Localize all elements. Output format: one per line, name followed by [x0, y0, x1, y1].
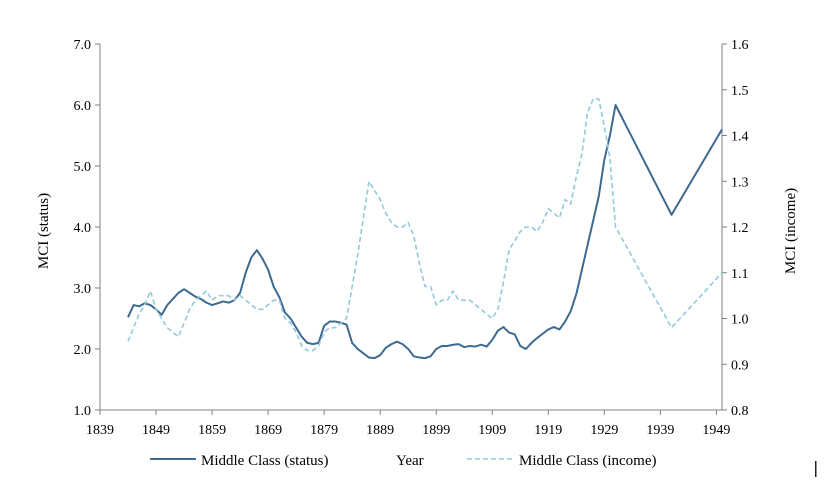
right-y-tick-label: 0.9: [731, 358, 749, 373]
right-y-tick-label: 1.2: [731, 221, 749, 236]
left-y-tick-label: 2.0: [74, 343, 92, 358]
left-y-tick-label: 3.0: [74, 282, 92, 297]
right-y-tick-label: 1.0: [731, 313, 749, 328]
tick-labels: 1839 1849 1859 1869 1879 1889 1899 1909 1919 1929…: [74, 38, 749, 438]
right-y-tick-label: 1.1: [731, 267, 749, 282]
series-line-status: [127, 104, 723, 360]
x-tick-label: 1849: [142, 423, 170, 438]
legend-label-income: Middle Class (income): [519, 453, 656, 469]
x-tick-label: 1869: [254, 423, 282, 438]
x-tick-label: 1889: [366, 423, 394, 438]
left-axis-title: MCI (status): [36, 193, 52, 269]
x-tick-label: 1859: [198, 423, 226, 438]
x-tick-label: 1919: [534, 423, 562, 438]
legend-label-year: Year: [396, 453, 424, 469]
right-axis-title: MCI (income): [783, 188, 799, 274]
series-lines: [127, 98, 723, 360]
left-y-tick-label: 7.0: [74, 38, 92, 53]
x-tick-label: 1909: [478, 423, 506, 438]
right-y-tick-label: 0.8: [731, 404, 749, 419]
right-y-tick-label: 1.5: [731, 84, 749, 99]
x-tick-label: 1879: [310, 423, 338, 438]
x-tick-label: 1899: [422, 423, 450, 438]
page-edge-mark: [815, 461, 817, 477]
series-line-income: [127, 98, 723, 352]
left-y-tick-label: 4.0: [74, 221, 92, 236]
x-tick-label: 1949: [702, 423, 730, 438]
legend: Middle Class (status) Year Middle Class …: [150, 453, 656, 469]
left-y-tick-label: 5.0: [74, 160, 92, 175]
left-y-tick-label: 6.0: [74, 99, 92, 114]
x-tick-label: 1939: [646, 423, 674, 438]
x-tick-label: 1839: [86, 423, 114, 438]
right-y-tick-label: 1.3: [731, 175, 749, 190]
right-y-tick-label: 1.6: [731, 38, 749, 53]
right-y-tick-label: 1.4: [731, 130, 749, 145]
legend-label-status: Middle Class (status): [201, 453, 329, 469]
x-tick-label: 1929: [590, 423, 618, 438]
left-y-tick-label: 1.0: [74, 404, 92, 419]
tick-marks: [95, 43, 727, 415]
